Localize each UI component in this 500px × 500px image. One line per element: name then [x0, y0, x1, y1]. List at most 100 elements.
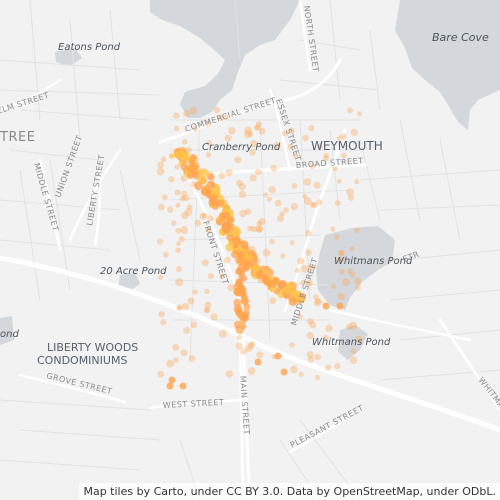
activity-point: [225, 169, 233, 177]
activity-point: [273, 142, 281, 150]
activity-point: [330, 226, 336, 232]
activity-point: [238, 190, 247, 198]
activity-point: [279, 211, 285, 217]
activity-point: [303, 197, 312, 206]
activity-point: [236, 334, 242, 340]
activity-point: [199, 168, 209, 178]
label-west-street: WEST STREET: [163, 398, 225, 410]
activity-point: [280, 368, 288, 376]
activity-point: [305, 229, 312, 237]
activity-point: [240, 348, 247, 355]
label-main-street: MAIN STREET: [238, 376, 251, 436]
activity-point: [227, 284, 235, 292]
activity-point: [274, 199, 282, 207]
activity-point: [176, 266, 182, 273]
label-liberty-woods-line1: LIBERTY WOODS: [47, 341, 138, 354]
activity-point: [314, 374, 321, 381]
activity-point: [346, 188, 354, 196]
activity-point: [207, 173, 215, 181]
label-bare-cove: Bare Cove: [432, 31, 489, 44]
activity-point: [255, 168, 262, 176]
activity-point: [339, 250, 345, 257]
activity-point: [174, 164, 180, 170]
activity-point: [274, 352, 282, 360]
label-partial-street-left: TREE: [0, 130, 35, 145]
activity-point: [253, 125, 260, 131]
activity-point: [291, 289, 300, 298]
activity-point: [354, 227, 360, 234]
activity-point: [247, 225, 254, 232]
activity-point: [181, 302, 190, 311]
activity-point: [347, 268, 353, 274]
activity-point: [336, 302, 344, 310]
activity-point: [302, 193, 308, 199]
activity-point: [316, 199, 323, 206]
label-whitmans-pond-south: Whitmans Pond: [312, 337, 391, 348]
activity-point: [238, 250, 245, 257]
activity-point: [179, 382, 187, 390]
activity-point: [308, 124, 315, 132]
activity-point: [176, 305, 182, 311]
activity-point: [350, 348, 357, 355]
activity-point: [311, 202, 318, 208]
activity-point: [233, 298, 242, 307]
activity-point: [280, 253, 286, 259]
activity-point: [194, 181, 203, 191]
activity-point: [269, 297, 277, 305]
activity-point: [290, 365, 298, 374]
activity-point: [181, 211, 189, 220]
activity-point: [288, 127, 295, 134]
activity-point: [297, 257, 305, 265]
activity-point: [180, 190, 188, 197]
middle-street-left-line: [38, 158, 62, 252]
activity-point: [322, 302, 330, 310]
activity-point: [188, 355, 196, 362]
map-attribution: Map tiles by Carto, under CC BY 3.0. Dat…: [79, 483, 500, 500]
activity-point: [238, 273, 245, 280]
activity-point: [244, 130, 253, 139]
activity-point: [173, 112, 180, 119]
activity-point: [254, 124, 261, 131]
activity-point: [341, 133, 347, 139]
activity-point: [201, 259, 209, 267]
elm-street-line: [0, 78, 62, 112]
activity-point: [208, 273, 215, 280]
activity-point: [242, 264, 250, 272]
activity-point: [349, 356, 358, 365]
activity-point: [262, 248, 271, 257]
activity-point: [317, 143, 323, 149]
activity-point: [222, 223, 230, 231]
activity-point: [247, 342, 255, 349]
activity-point: [228, 127, 236, 135]
activity-point: [206, 215, 214, 222]
activity-point: [303, 178, 312, 186]
activity-point: [190, 321, 198, 329]
activity-point: [234, 156, 242, 164]
activity-point: [283, 207, 289, 214]
left-pond: [0, 316, 14, 345]
activity-point: [204, 288, 210, 295]
activity-point: [334, 362, 341, 370]
essex-street-line: [268, 88, 292, 172]
activity-point: [223, 114, 229, 120]
activity-point: [175, 247, 182, 254]
activity-point: [281, 130, 288, 137]
activity-point: [173, 125, 180, 132]
activity-point: [216, 218, 223, 226]
activity-point: [262, 276, 270, 285]
activity-point: [168, 153, 175, 159]
activity-point: [323, 152, 329, 159]
activity-point: [263, 192, 268, 198]
activity-point: [205, 226, 213, 233]
activity-point: [158, 274, 164, 280]
activity-point: [255, 224, 263, 233]
activity-point: [180, 349, 188, 357]
activity-point: [244, 126, 253, 135]
activity-point: [239, 209, 247, 218]
activity-point: [257, 278, 263, 284]
whitmans-pond-north: [316, 226, 395, 310]
whitmans-pond-south: [338, 325, 368, 360]
